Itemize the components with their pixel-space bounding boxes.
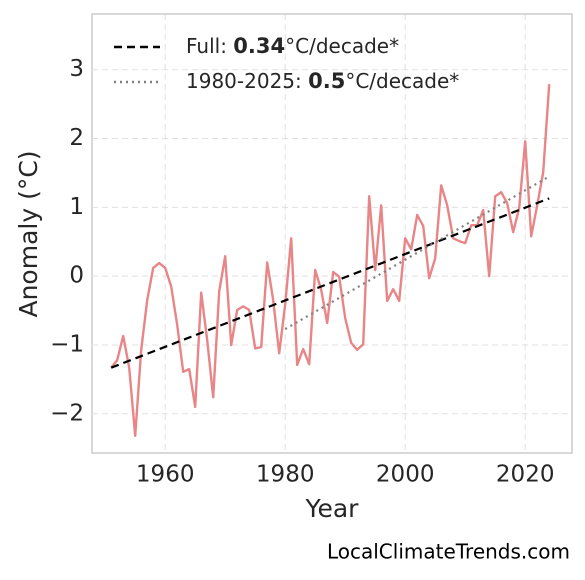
y-tick-label: −1 [50,331,84,357]
legend-label-part: 1980-2025: [186,69,308,93]
y-tick-label: 1 [69,194,84,220]
x-axis-label: Year [305,494,360,523]
legend-label-part: Full: [186,34,233,58]
x-tick-label: 2000 [376,462,435,488]
y-axis-label: Anomaly (°C) [14,150,43,317]
series-line [110,197,550,369]
legend-label-part: 0.5 [308,69,345,93]
legend-label-part: °C/decade* [285,34,399,58]
y-tick-label: 2 [69,125,84,151]
y-tick-label: −2 [50,400,84,426]
legend-label-part: 0.34 [233,34,285,58]
y-tick-label: 0 [69,263,84,289]
legend-label-part: °C/decade* [345,69,459,93]
grid [92,14,572,453]
y-tick-label: 3 [69,56,84,82]
series-line [110,84,551,437]
legend-label: 1980-2025: 0.5°C/decade* [186,69,459,94]
x-tick-label: 1960 [136,462,195,488]
footer: LocalClimateTrends.com [327,540,570,564]
x-tick-label: 1980 [256,462,315,488]
legend-label: Full: 0.34°C/decade* [186,34,399,59]
x-tick-label: 2020 [496,462,555,488]
